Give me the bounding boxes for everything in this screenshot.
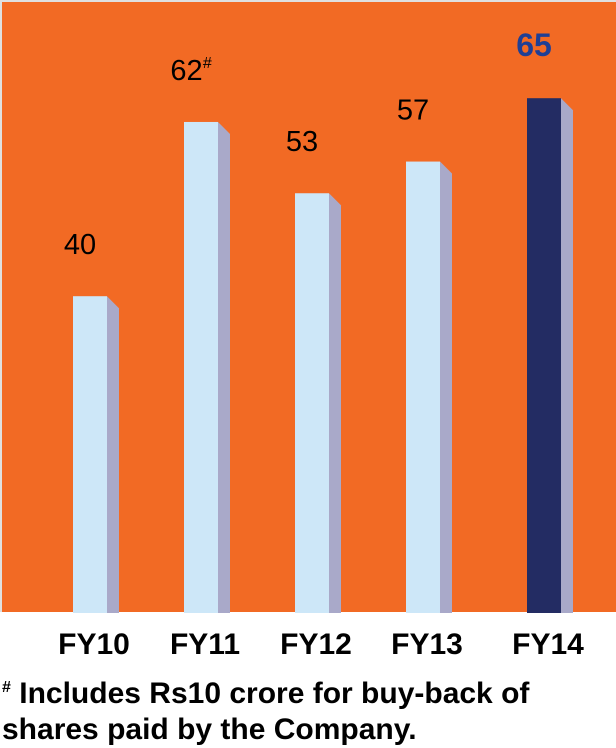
data-label-FY13: 57: [397, 95, 429, 127]
bar-FY14: [527, 98, 561, 613]
bar-side-FY13: [440, 161, 452, 613]
bar-FY13: [406, 161, 440, 613]
category-label-FY14: FY14: [512, 628, 584, 661]
bar-side-FY14: [561, 98, 573, 613]
data-label-marker: #: [203, 55, 213, 72]
bar-side-FY10: [107, 296, 119, 613]
footnote-text: Includes Rs10 crore for buy-back of shar…: [2, 677, 530, 746]
bar-chart: 40 62# 53 57 65: [64, 27, 573, 614]
footnote: # Includes Rs10 crore for buy-back of sh…: [2, 670, 612, 748]
bar-side-FY12: [329, 193, 341, 614]
bar-FY10: [73, 296, 107, 613]
data-label-FY12: 53: [286, 126, 318, 158]
bar-side-FY11: [218, 121, 230, 614]
category-label-FY13: FY13: [391, 628, 463, 661]
chart-panel: 40 62# 53 57 65: [0, 0, 616, 614]
category-label-FY12: FY12: [280, 628, 352, 661]
data-label-FY11: 62#: [170, 55, 212, 87]
bar-FY11: [184, 121, 218, 614]
category-label-FY11: FY11: [169, 628, 241, 661]
category-label-FY10: FY10: [58, 628, 130, 661]
bar-FY12: [295, 193, 329, 614]
data-label-FY14: 65: [516, 27, 552, 63]
data-label-FY10: 40: [64, 229, 96, 261]
footnote-marker: #: [2, 679, 11, 696]
